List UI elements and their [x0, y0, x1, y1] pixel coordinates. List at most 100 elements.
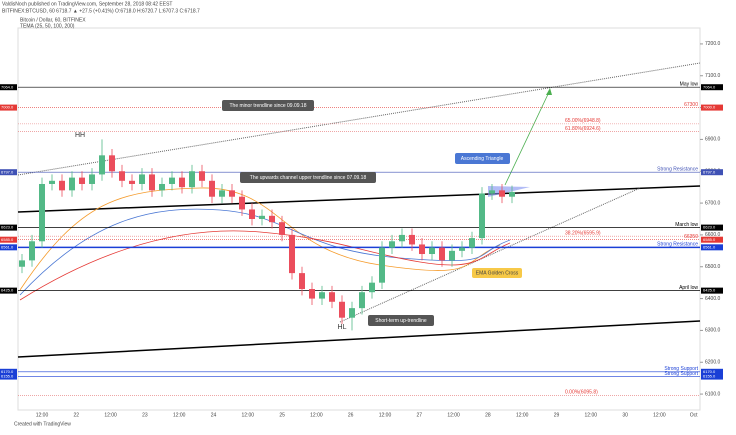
- candle-body: [229, 190, 235, 197]
- x-tick-label: 12:00: [310, 412, 323, 418]
- level-label: 6797.0: [703, 169, 716, 174]
- level-label: 6585.0: [703, 237, 716, 242]
- level-box: [701, 84, 723, 91]
- candle-body: [19, 260, 25, 267]
- level-name: Strong Support: [664, 366, 698, 372]
- level-box: [0, 373, 17, 380]
- y-tick-label: 6100.0: [705, 391, 721, 397]
- x-tick-label: 23: [142, 412, 148, 418]
- level-name: Strong Support: [664, 371, 698, 377]
- candle-body: [319, 292, 325, 299]
- x-tick-label: 12:00: [104, 412, 117, 418]
- level-box: [0, 104, 17, 111]
- level-label: 6623.0: [703, 225, 716, 230]
- level-box: [701, 169, 723, 176]
- level-name: April low: [679, 285, 698, 291]
- x-tick-label: 12:00: [173, 412, 186, 418]
- level-box: [701, 236, 723, 243]
- candle-body: [129, 180, 135, 184]
- y-tick-label: 6300.0: [705, 328, 721, 334]
- candle-body: [239, 196, 245, 210]
- candle-body: [249, 209, 255, 219]
- fib-label: 38.20%(6595.9): [565, 231, 601, 237]
- candle-body: [199, 171, 205, 181]
- level-name: Strong Resistance: [657, 167, 698, 173]
- level-label: 6155.0: [1, 374, 14, 379]
- candle-body: [479, 193, 485, 239]
- x-tick-label: 12:00: [242, 412, 255, 418]
- candle-body: [399, 234, 405, 242]
- candle-body: [439, 247, 445, 261]
- level-label: 6561.0: [703, 244, 716, 249]
- candle-body: [359, 292, 365, 309]
- note: EMA Golden Cross: [476, 270, 519, 276]
- candle-body: [169, 177, 175, 184]
- level-label: 6170.0: [1, 369, 14, 374]
- x-tick-label: 26: [348, 412, 354, 418]
- x-tick-label: 12:00: [653, 412, 666, 418]
- candle-body: [329, 292, 335, 302]
- candle-body: [99, 155, 105, 175]
- x-tick-label: 12:00: [585, 412, 598, 418]
- y-tick-label: 6600.0: [705, 232, 721, 238]
- level-box: [0, 224, 17, 231]
- candle-body: [119, 171, 125, 181]
- level-label: 6170.0: [703, 369, 716, 374]
- level-box: [0, 169, 17, 176]
- level-label: 6585.0: [1, 237, 14, 242]
- plot-area: [17, 27, 701, 411]
- level-box: [0, 236, 17, 243]
- level-box: [0, 368, 17, 375]
- candle-body: [139, 174, 145, 184]
- candle-body: [309, 289, 315, 299]
- fib-label: 61.80%(6924.6): [565, 126, 601, 132]
- x-tick-label: 30: [622, 412, 628, 418]
- level-name: 67300: [684, 102, 698, 108]
- candle-body: [499, 190, 505, 197]
- hh-label: HH: [75, 132, 85, 139]
- note-box: [222, 100, 314, 111]
- note-box: [472, 268, 522, 278]
- channel-lower: [17, 320, 701, 358]
- level-label: 7064.0: [703, 84, 716, 89]
- symbol: BITFINEX:BTCUSD, 60 6718.7 ▲ +27.5 (+0.4…: [2, 8, 200, 14]
- level-box: [701, 104, 723, 111]
- level-label: 6425.0: [1, 288, 14, 293]
- candle-body: [29, 241, 35, 261]
- target-arrow: [504, 89, 551, 186]
- y-tick-label: 7200.0: [705, 41, 721, 47]
- symbol-name: Bitcoin / Dollar, 60, BITFINEX: [20, 17, 86, 23]
- x-tick-label: 12:00: [379, 412, 392, 418]
- level-name: 66350: [684, 234, 698, 240]
- candle-body: [349, 308, 355, 318]
- level-box: [0, 287, 17, 294]
- footer: Created with TradingView: [14, 421, 71, 427]
- note: The upwards channel upper trendline sinc…: [250, 175, 367, 181]
- level-box: [0, 84, 17, 91]
- x-tick-label: 28: [485, 412, 491, 418]
- level-name: March low: [675, 222, 698, 228]
- level-label: 6797.0: [1, 169, 14, 174]
- y-tick-label: 6900.0: [705, 137, 721, 143]
- candle-body: [469, 238, 475, 248]
- y-tick-label: 6500.0: [705, 264, 721, 270]
- x-tick-label: 12:00: [447, 412, 460, 418]
- indicator: TEMA (25, 50, 100, 200): [20, 23, 75, 29]
- candle-body: [449, 250, 455, 261]
- y-tick-label: 6700.0: [705, 200, 721, 206]
- level-box: [701, 244, 723, 251]
- level-label: 6155.0: [703, 374, 716, 379]
- candle-body: [109, 155, 115, 172]
- tema-line: [19, 187, 501, 291]
- channel-trendline: [17, 185, 701, 213]
- x-tick-label: 12:00: [36, 412, 49, 418]
- candle-body: [159, 183, 165, 191]
- level-box: [701, 287, 723, 294]
- level-label: 6623.0: [1, 225, 14, 230]
- candle-body: [289, 234, 295, 274]
- note-box: [240, 172, 376, 183]
- candle-body: [419, 244, 425, 255]
- y-tick-label: 7100.0: [705, 73, 721, 79]
- candle-body: [489, 190, 495, 194]
- note: Short-term up-trendline: [375, 318, 427, 324]
